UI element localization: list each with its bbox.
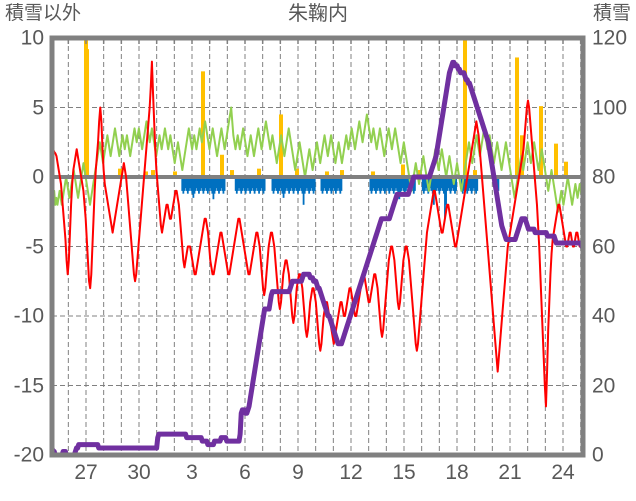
temperature-line (51, 60, 584, 408)
left-tick-10: 10 (20, 26, 44, 50)
x-tick-8: 21 (498, 461, 522, 484)
x-tick-3: 6 (239, 461, 251, 484)
plot-frame (49, 35, 586, 458)
left-axis-unit-label: 積雪以外 (5, 3, 82, 24)
right-tick-0: 0 (592, 443, 604, 467)
x-tick-1: 30 (127, 461, 151, 484)
chart-title: 朱鞠内 (288, 3, 348, 25)
left-tick-5: 5 (32, 96, 44, 119)
x-tick-4: 9 (292, 461, 304, 484)
x-tick-6: 15 (392, 461, 416, 484)
left-tick--5: -5 (25, 235, 44, 258)
right-tick-20: 20 (592, 374, 616, 397)
right-tick-60: 60 (592, 235, 616, 258)
x-tick-2: 3 (186, 461, 198, 484)
right-tick-120: 120 (592, 26, 628, 50)
right-tick-40: 40 (592, 304, 616, 328)
right-tick-80: 80 (592, 165, 616, 189)
x-tick-0: 27 (74, 461, 98, 484)
x-tick-9: 24 (551, 461, 575, 484)
wind-line (51, 106, 584, 213)
snowfall-bars (181, 177, 500, 219)
right-axis-unit-label: 積雪 (592, 3, 631, 24)
x-tick-7: 18 (445, 461, 469, 484)
left-tick--20: -20 (13, 443, 44, 467)
left-tick--15: -15 (13, 374, 44, 397)
tick-marks (67, 38, 582, 44)
snow-depth-line (49, 59, 586, 458)
right-tick-100: 100 (592, 96, 628, 119)
left-tick-0: 0 (32, 165, 44, 189)
left-tick--10: -10 (13, 304, 44, 328)
x-tick-5: 12 (339, 461, 363, 484)
